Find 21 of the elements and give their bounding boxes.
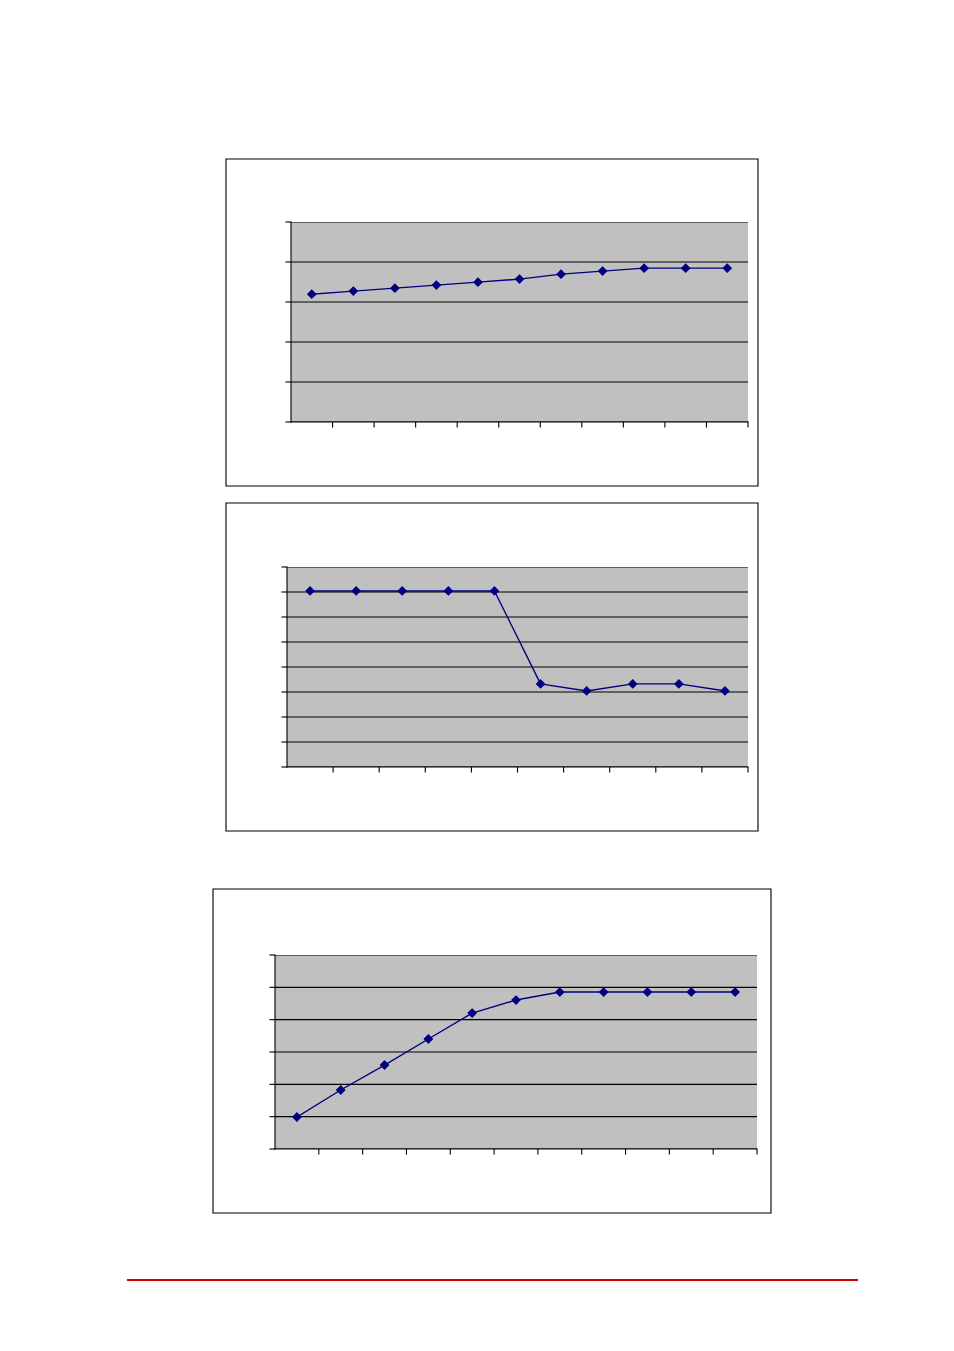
point bbox=[336, 1085, 346, 1095]
point bbox=[390, 283, 400, 293]
point bbox=[423, 1034, 433, 1044]
point bbox=[348, 286, 358, 296]
point bbox=[597, 266, 608, 276]
point bbox=[292, 1112, 302, 1122]
point bbox=[307, 289, 317, 299]
point bbox=[379, 1060, 390, 1070]
point bbox=[555, 987, 565, 997]
point bbox=[639, 263, 649, 273]
point bbox=[642, 987, 653, 997]
point bbox=[473, 277, 483, 287]
point bbox=[730, 987, 740, 997]
point bbox=[514, 274, 525, 284]
point bbox=[431, 280, 442, 290]
point bbox=[556, 269, 566, 279]
point bbox=[722, 263, 732, 273]
point bbox=[681, 263, 691, 273]
point bbox=[686, 987, 696, 997]
point bbox=[599, 987, 609, 997]
point bbox=[467, 1008, 477, 1018]
